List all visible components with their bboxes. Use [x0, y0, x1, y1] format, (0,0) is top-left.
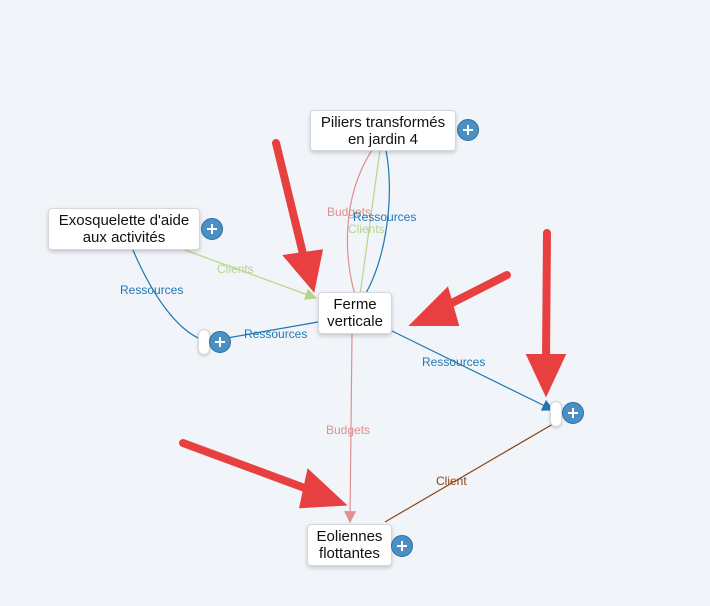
- node-ferme-label: Ferme verticale: [327, 296, 383, 330]
- node-piliers[interactable]: Piliers transformés en jardin 4: [310, 110, 456, 151]
- plus-circle-icon[interactable]: [201, 218, 223, 240]
- plus-circle-icon[interactable]: [457, 119, 479, 141]
- red-arrow-icon: [179, 439, 348, 509]
- edge-label-ressources-left: Ressources: [120, 283, 184, 297]
- edge-label-clients-left: Clients: [217, 262, 254, 276]
- plus-circle-icon[interactable]: [562, 402, 584, 424]
- node-connector-right[interactable]: [550, 401, 562, 427]
- node-eoliennes[interactable]: Eoliennes flottantes: [307, 524, 392, 566]
- edge-budgets-top: [346, 149, 373, 296]
- plus-circle-icon[interactable]: [391, 535, 413, 557]
- edge-ressources-top: [364, 149, 390, 296]
- node-piliers-label: Piliers transformés en jardin 4: [320, 113, 446, 148]
- red-arrow-icon: [525, 229, 567, 398]
- edge-client: [384, 423, 554, 523]
- node-ferme[interactable]: Ferme verticale: [318, 292, 392, 334]
- edge-clients-top: [359, 149, 381, 296]
- edge-label-ressources-top: Ressources: [353, 210, 417, 224]
- edge-ressources-right: [377, 319, 555, 411]
- node-exosquelette[interactable]: Exosquelette d'aide aux activités: [48, 208, 200, 250]
- edge-label-clients-top: Clients: [348, 222, 385, 236]
- edge-label-ressources-mid: Ressources: [244, 327, 308, 341]
- red-arrow-icon: [272, 139, 324, 293]
- edge-ressources-left: [132, 249, 204, 341]
- edge-label-client: Client: [436, 474, 467, 488]
- node-eoliennes-label: Eoliennes flottantes: [316, 528, 383, 562]
- edge-label-budgets-top: Budgets: [327, 205, 372, 219]
- edge-label-budgets-bottom: Budgets: [326, 423, 371, 437]
- edge-clients-left: [184, 249, 318, 300]
- edge-label-ressources-right: Ressources: [422, 355, 486, 369]
- red-arrow-icon: [408, 271, 511, 326]
- node-exosquelette-label: Exosquelette d'aide aux activités: [58, 212, 190, 246]
- edge-budgets-bottom: [344, 333, 357, 524]
- plus-circle-icon[interactable]: [209, 331, 231, 353]
